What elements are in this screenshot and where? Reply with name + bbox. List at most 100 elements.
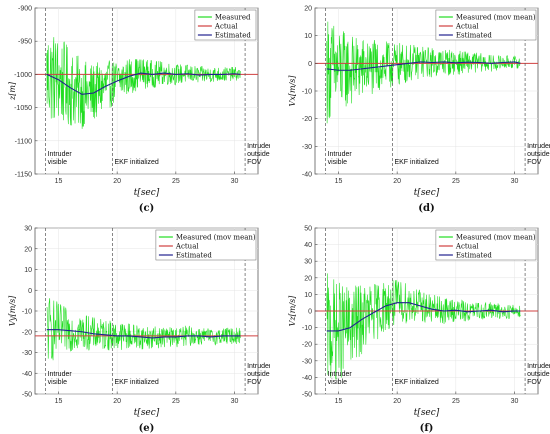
- measured-series: [46, 298, 241, 361]
- panel-label: (e): [139, 423, 155, 434]
- y-tick-label: -900: [18, 6, 32, 13]
- y-tick-label: -10: [22, 309, 32, 316]
- y-tick-label: 10: [304, 292, 312, 299]
- event-label: EKF initialized: [114, 159, 158, 166]
- event-label: FOV: [527, 159, 542, 166]
- x-tick-label: 30: [231, 398, 239, 405]
- event-label: outside: [247, 151, 270, 158]
- event-label: Intruder: [247, 143, 270, 150]
- legend-entry: Estimated: [176, 252, 213, 260]
- measured-series: [46, 37, 241, 129]
- y-tick-label: -30: [22, 350, 32, 357]
- y-tick-label: -50: [22, 392, 32, 399]
- legend-entry: Estimated: [456, 252, 493, 260]
- event-label: visible: [328, 159, 348, 166]
- chart-panel-f: Intruder visible EKF initialized Intruder ou…: [280, 220, 550, 434]
- y-tick-label: 30: [304, 259, 312, 266]
- event-label: outside: [527, 151, 550, 158]
- event-label: visible: [328, 379, 348, 386]
- y-tick-label: -40: [22, 371, 32, 378]
- event-label: Intruder: [527, 143, 550, 150]
- chart-panel-c: Intruder visible EKF initialized Intruder ou…: [0, 0, 270, 215]
- x-tick-label: 20: [393, 398, 401, 405]
- y-tick-label: -20: [302, 116, 312, 123]
- y-tick-label: 40: [304, 242, 312, 249]
- legend-entry: Measured (mov mean): [176, 234, 256, 242]
- y-tick-label: 10: [304, 33, 312, 40]
- y-tick-label: -1000: [14, 72, 32, 79]
- estimated-series: [46, 72, 241, 95]
- event-label: Intruder: [527, 363, 550, 370]
- legend-entry: Estimated: [456, 32, 493, 40]
- event-label: EKF initialized: [114, 379, 158, 386]
- measured-series: [326, 21, 521, 124]
- y-tick-label: 10: [24, 267, 32, 274]
- event-label: visible: [48, 159, 68, 166]
- x-tick-label: 15: [335, 178, 343, 185]
- x-tick-label: 30: [511, 178, 519, 185]
- y-axis-label: Vx[m/s]: [288, 75, 297, 107]
- event-label: Intruder: [328, 371, 353, 378]
- y-axis-label: z[m]: [8, 81, 17, 101]
- legend-entry: Measured: [215, 14, 251, 22]
- y-tick-label: 30: [24, 226, 32, 233]
- y-axis-label: Vz[m/s]: [288, 295, 297, 327]
- y-tick-label: 0: [28, 288, 32, 295]
- event-label: EKF initialized: [394, 159, 438, 166]
- y-tick-label: -40: [302, 375, 312, 382]
- estimated-series: [46, 329, 241, 339]
- y-tick-label: 20: [24, 246, 32, 253]
- event-label: FOV: [247, 379, 262, 386]
- y-tick-label: -10: [302, 89, 312, 96]
- event-label: Intruder: [48, 151, 73, 158]
- x-tick-label: 15: [335, 398, 343, 405]
- y-tick-label: 50: [304, 226, 312, 233]
- estimated-series: [326, 61, 521, 71]
- event-label: outside: [247, 371, 270, 378]
- chart-panel-e: Intruder visible EKF initialized Intruder ou…: [0, 220, 270, 434]
- x-axis-label: t[sec]: [134, 408, 160, 418]
- legend-entry: Measured (mov mean): [456, 14, 536, 22]
- y-tick-label: 0: [308, 309, 312, 316]
- x-tick-label: 15: [55, 178, 63, 185]
- x-axis-label: t[sec]: [414, 408, 440, 418]
- y-tick-label: -40: [302, 172, 312, 179]
- legend-entry: Actual: [175, 243, 199, 251]
- y-tick-label: -1150: [15, 172, 32, 179]
- x-tick-label: 25: [172, 178, 180, 185]
- y-tick-label: -20: [302, 342, 312, 349]
- x-axis-label: t[sec]: [134, 188, 160, 198]
- legend-entry: Actual: [214, 23, 238, 31]
- legend-entry: Measured (mov mean): [456, 234, 536, 242]
- y-tick-label: -50: [302, 392, 312, 399]
- x-tick-label: 30: [511, 398, 519, 405]
- x-axis-label: t[sec]: [414, 188, 440, 198]
- event-label: EKF initialized: [394, 379, 438, 386]
- event-label: FOV: [527, 379, 542, 386]
- y-tick-label: 20: [304, 275, 312, 282]
- event-label: visible: [48, 379, 68, 386]
- x-tick-label: 15: [55, 398, 63, 405]
- event-label: outside: [527, 371, 550, 378]
- x-tick-label: 20: [113, 178, 121, 185]
- x-tick-label: 25: [452, 398, 460, 405]
- y-tick-label: 20: [304, 6, 312, 13]
- y-tick-label: -30: [302, 144, 312, 151]
- event-label: Intruder: [247, 363, 270, 370]
- y-tick-label: 0: [308, 61, 312, 68]
- event-label: FOV: [247, 159, 262, 166]
- chart-panel-d: Intruder visible EKF initialized Intruder ou…: [280, 0, 550, 215]
- legend-entry: Actual: [455, 23, 479, 31]
- event-label: Intruder: [328, 151, 353, 158]
- x-tick-label: 25: [452, 178, 460, 185]
- x-tick-label: 25: [172, 398, 180, 405]
- x-tick-label: 20: [393, 178, 401, 185]
- x-tick-label: 20: [113, 398, 121, 405]
- panel-label: (d): [418, 203, 434, 214]
